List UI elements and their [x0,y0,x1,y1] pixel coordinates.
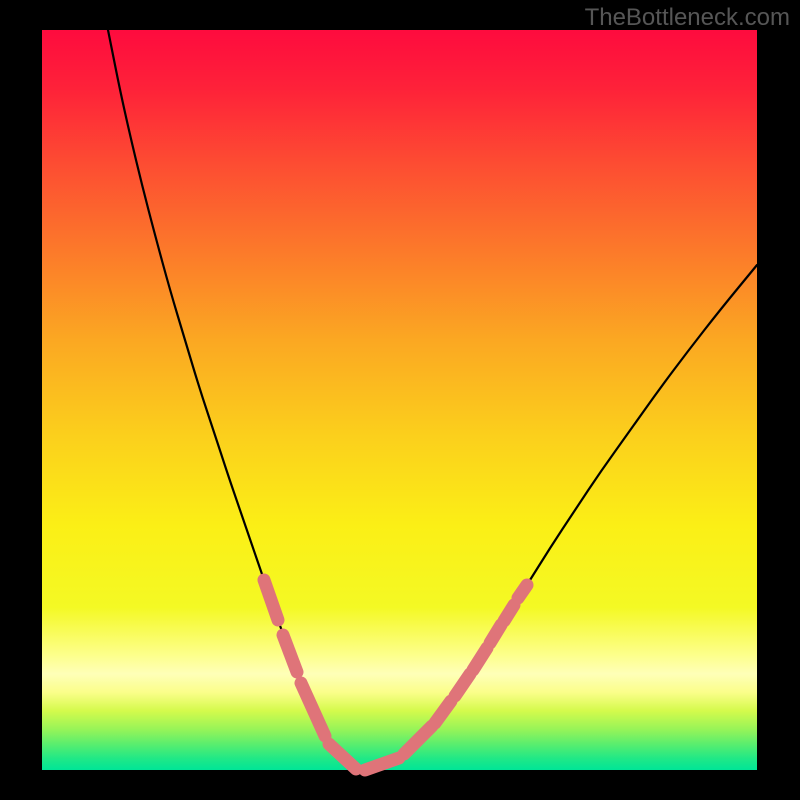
chart-svg [0,0,800,800]
chart-root: TheBottleneck.com [0,0,800,800]
watermark-label: TheBottleneck.com [585,4,790,32]
overlay-seg-right-6 [504,605,514,621]
plot-gradient-background [42,30,757,770]
overlay-seg-right-7 [518,585,527,598]
